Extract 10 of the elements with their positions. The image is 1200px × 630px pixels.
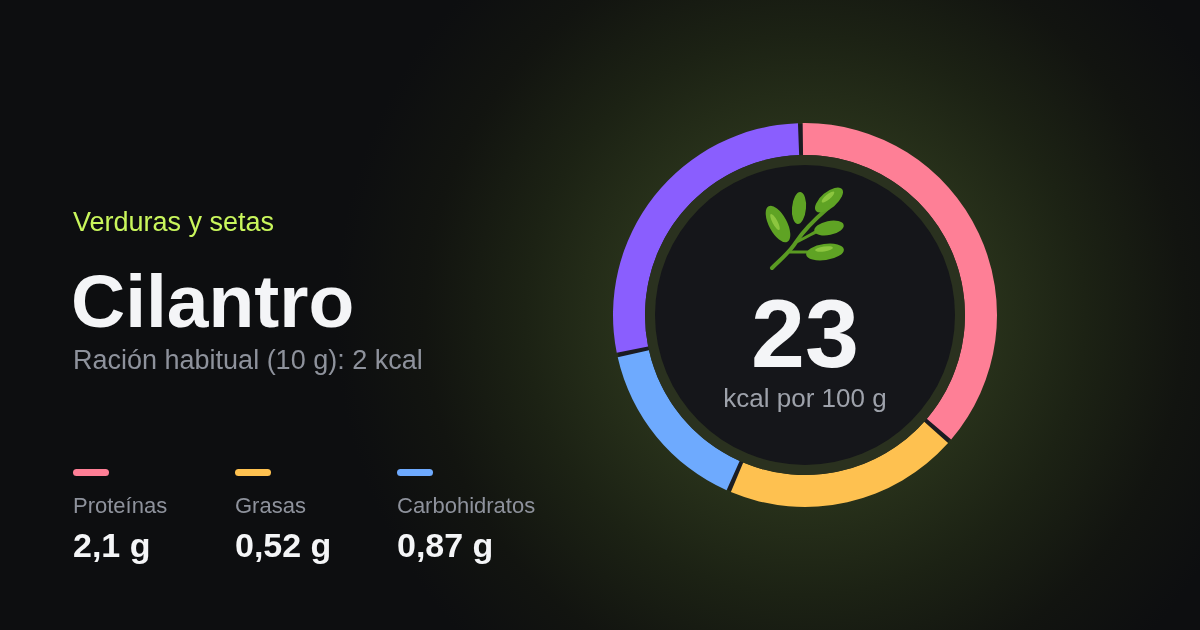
text: 0,87 g	[397, 526, 494, 564]
legend-label: Grasas	[235, 493, 306, 518]
text: Cilantro	[71, 259, 355, 343]
donut-slice	[730, 421, 949, 507]
legend-label: Proteínas	[73, 493, 168, 518]
legend-label: Carbohidratos	[397, 493, 536, 518]
text: 2,1 g	[73, 526, 151, 564]
text: 0,52 g	[235, 526, 332, 564]
text: Ración habitual (10 g): 2 kcal	[73, 345, 423, 375]
text: Verduras y setas	[73, 207, 275, 237]
